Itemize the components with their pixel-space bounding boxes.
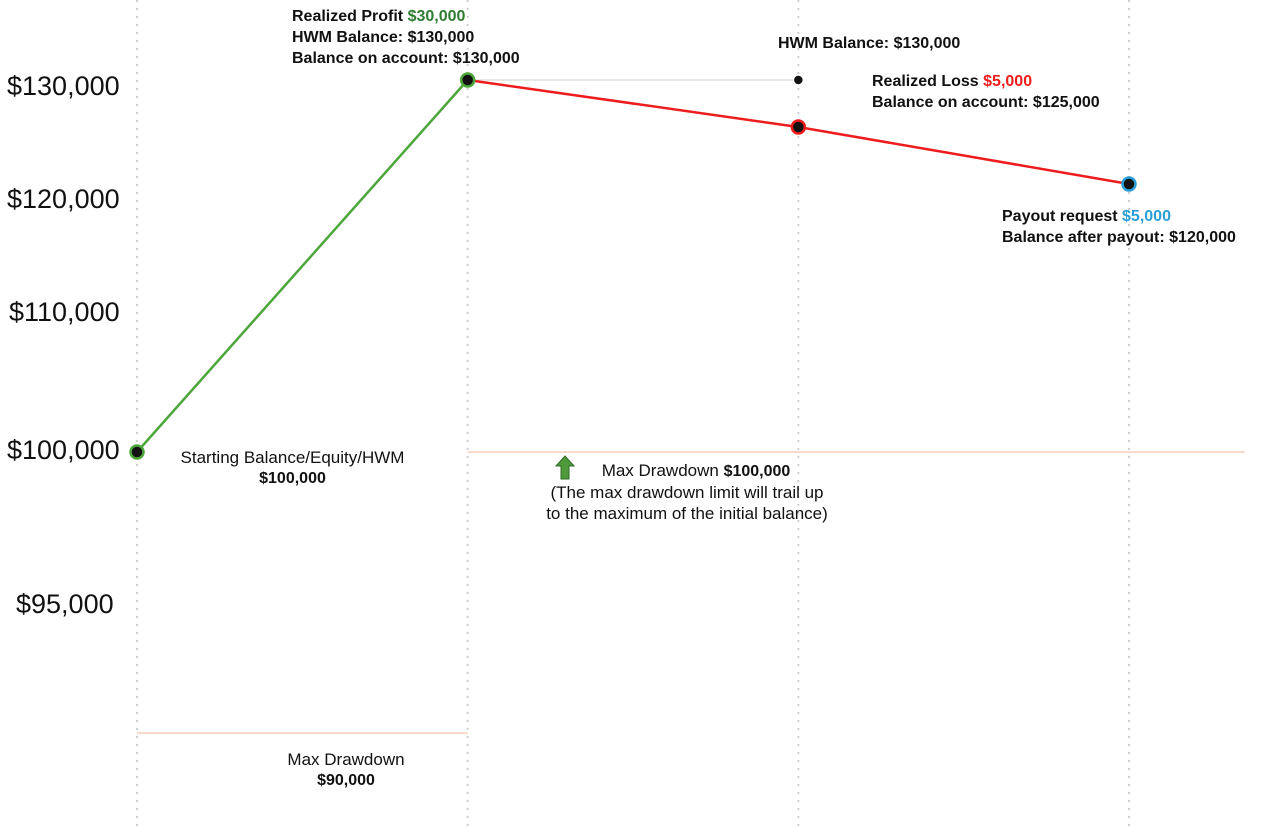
balance-line-segment [798,125,1130,186]
dd100-label: Max Drawdown [601,461,724,480]
balance-line-segment [467,78,799,129]
loss-value: $5,000 [983,73,1033,90]
dd100-value: $100,000 [723,463,791,480]
start-label: Starting Balance/Equity/HWM [180,448,405,467]
y-tick-label: $95,000 [16,589,114,619]
dd90-label: Max Drawdown [287,750,405,769]
balance-line-segment [136,79,469,453]
y-tick-label: $130,000 [7,71,120,101]
start-value: $100,000 [259,470,326,487]
payout-annotation: Payout request $5,000 Balance after payo… [1002,206,1236,248]
point-start [129,444,145,460]
payout-label: Payout request [1002,208,1123,225]
dd90-value: $90,000 [317,772,375,789]
loss-label: Realized Loss [872,73,984,90]
point-loss [790,119,807,135]
point-payout [1121,176,1137,192]
dd100-note-line2: to the maximum of the initial balance) [546,504,828,523]
profit-annotation: Realized Profit $30,000 HWM Balance: $13… [292,6,520,69]
drawdown-90k-annotation: Max Drawdown $90,000 [240,749,452,791]
y-tick-label: $100,000 [7,435,120,465]
loss-annotation: Realized Loss $5,000 Balance on account:… [872,71,1100,113]
y-tick-label: $120,000 [7,184,120,214]
hwm-marker [792,74,805,86]
payout-value: $5,000 [1122,208,1171,225]
dd100-note-line1: (The max drawdown limit will trail up [550,483,824,502]
start-annotation: Starting Balance/Equity/HWM $100,000 [165,447,420,489]
payout-balance: Balance after payout: $120,000 [1002,229,1236,246]
point-profit [459,72,476,88]
reference-lines [137,79,1245,734]
drawdown-100k-annotation: Max Drawdown $100,000 (The max drawdown … [522,460,852,524]
loss-balance: Balance on account: $125,000 [872,94,1100,111]
profit-value: $30,000 [407,8,466,25]
profit-balance: Balance on account: $130,000 [292,50,520,67]
balance-lines [136,78,1130,453]
y-tick-label: $110,000 [9,297,120,327]
profit-hwm: HWM Balance: $130,000 [292,29,475,46]
hwm-annotation: HWM Balance: $130,000 [778,35,961,52]
balance-points [129,72,1137,460]
grid-lines [136,0,1130,827]
profit-label: Realized Profit [292,8,408,25]
up-arrow-icon [554,455,576,480]
